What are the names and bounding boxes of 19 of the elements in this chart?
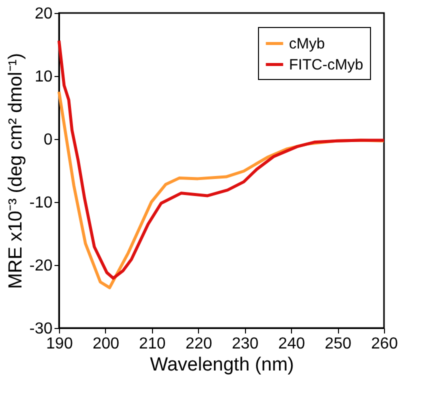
x-axis-title: Wavelength (nm) bbox=[150, 354, 294, 376]
y-tick-label: 10 bbox=[34, 68, 53, 86]
x-tick-label: 230 bbox=[232, 336, 259, 352]
x-tick-label: 220 bbox=[185, 336, 212, 352]
x-tick-label: 240 bbox=[278, 336, 306, 352]
y-tick-label: 20 bbox=[34, 6, 53, 22]
x-tick-label: 190 bbox=[46, 336, 73, 352]
y-tick-label: -10 bbox=[29, 194, 53, 212]
x-tick-label: 210 bbox=[139, 336, 166, 352]
x-tick-label: 200 bbox=[92, 336, 120, 352]
y-axis-title: MRE x10⁻³ (deg cm² dmol⁻¹) bbox=[5, 53, 26, 289]
y-tick-label: 0 bbox=[44, 132, 53, 148]
x-tick-label: 260 bbox=[371, 336, 398, 352]
legend-label: FITC-cMyb bbox=[289, 56, 364, 74]
x-tick-label: 250 bbox=[324, 336, 352, 352]
legend-label: cMyb bbox=[289, 36, 325, 52]
line-series bbox=[58, 39, 386, 280]
y-tick-label: -30 bbox=[29, 320, 53, 338]
y-tick-label: -20 bbox=[29, 258, 53, 274]
